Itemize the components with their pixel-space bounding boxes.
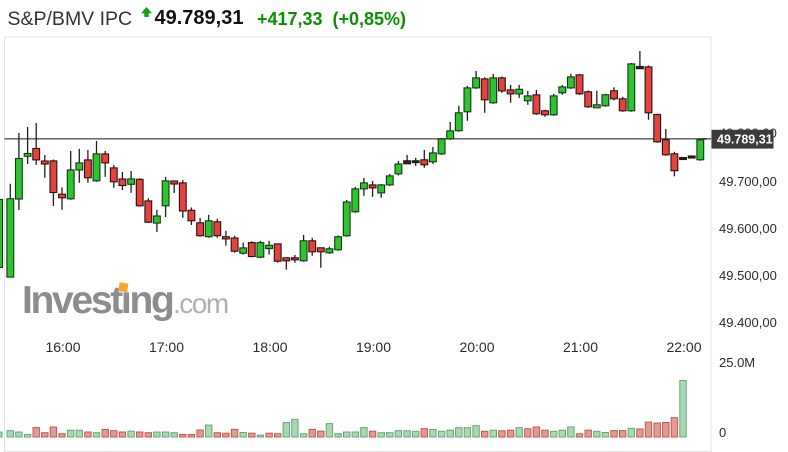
svg-text:25.0M: 25.0M (719, 355, 755, 370)
svg-text:49.789,31: 49.789,31 (717, 133, 773, 147)
svg-text:0: 0 (719, 425, 726, 440)
svg-text:49.400,00: 49.400,00 (719, 315, 777, 330)
svg-text:19:00: 19:00 (356, 339, 391, 355)
svg-text:22:00: 22:00 (666, 339, 701, 355)
svg-text:20:00: 20:00 (459, 339, 494, 355)
svg-text:21:00: 21:00 (563, 339, 598, 355)
svg-text:49.600,00: 49.600,00 (719, 221, 777, 236)
svg-text:49.500,00: 49.500,00 (719, 268, 777, 283)
svg-text:.com: .com (173, 288, 228, 319)
svg-text:Investıng: Investıng (22, 279, 173, 322)
svg-text:16:00: 16:00 (45, 339, 80, 355)
svg-text:49.700,00: 49.700,00 (719, 174, 777, 189)
svg-text:17:00: 17:00 (149, 339, 184, 355)
svg-text:18:00: 18:00 (252, 339, 287, 355)
